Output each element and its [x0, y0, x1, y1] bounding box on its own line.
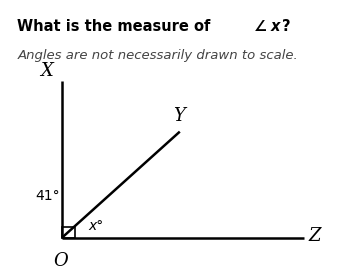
- Text: Z: Z: [309, 227, 321, 245]
- Text: x: x: [271, 19, 280, 34]
- Text: ∠: ∠: [254, 19, 267, 34]
- Text: X: X: [40, 62, 53, 80]
- Text: x°: x°: [88, 219, 103, 233]
- Text: O: O: [53, 252, 68, 270]
- Text: What is the measure of: What is the measure of: [17, 19, 216, 34]
- Text: Y: Y: [173, 107, 185, 125]
- Text: ?: ?: [282, 19, 291, 34]
- Text: Angles are not necessarily drawn to scale.: Angles are not necessarily drawn to scal…: [17, 49, 298, 62]
- Text: 41°: 41°: [36, 189, 60, 203]
- Bar: [62, 227, 75, 238]
